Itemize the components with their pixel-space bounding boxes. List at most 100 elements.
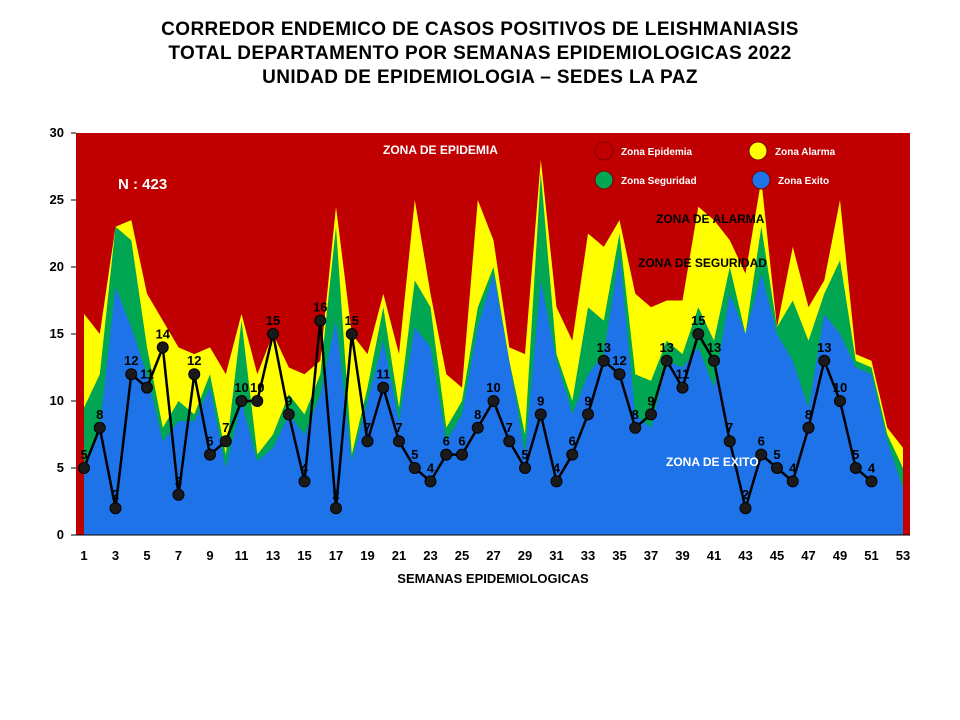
case-point [676,381,689,394]
y-tick-label: 10 [50,393,64,408]
case-value-label: 16 [313,300,327,315]
x-tick-label: 5 [143,548,150,563]
case-point [597,354,610,367]
case-point [739,502,752,515]
case-value-label: 8 [96,407,103,422]
case-point [251,395,264,407]
case-point [566,448,579,461]
x-tick-label: 17 [329,548,343,563]
case-point [125,368,138,381]
x-tick-label: 39 [675,548,689,563]
y-tick-label: 25 [50,192,64,207]
case-value-label: 3 [175,474,182,489]
y-tick-label: 5 [57,460,64,475]
case-point [393,435,405,448]
x-tick-label: 7 [175,548,182,563]
legend-label: Zona Seguridad [621,176,697,187]
case-point [298,475,311,488]
case-value-label: 7 [726,420,733,435]
x-tick-label: 41 [707,548,721,563]
case-point [534,408,547,421]
case-value-label: 2 [742,487,749,502]
x-tick-label: 15 [297,548,311,563]
x-tick-label: 51 [864,548,878,563]
x-tick-label: 27 [486,548,500,563]
case-point [204,448,216,461]
case-value-label: 8 [805,407,812,422]
case-point [503,435,516,448]
zone-label-alarma: ZONA DE ALARMA [656,212,765,226]
case-point [786,475,799,488]
case-value-label: 10 [486,380,500,395]
case-value-label: 15 [691,313,705,328]
case-point [78,462,90,474]
x-tick-label: 21 [392,548,406,563]
case-value-label: 5 [411,447,418,462]
case-value-label: 6 [569,434,576,449]
case-point [550,475,563,488]
case-value-label: 8 [474,407,481,422]
case-value-label: 9 [584,393,591,408]
x-tick-label: 33 [581,548,595,563]
case-value-label: 11 [676,367,690,382]
x-tick-label: 47 [801,548,815,563]
case-value-label: 15 [345,313,359,328]
case-value-label: 10 [833,380,847,395]
case-point [629,421,642,434]
case-point [755,448,768,461]
zone-label-exito: ZONA DE EXITO [666,455,759,469]
case-value-label: 9 [647,393,654,408]
case-value-label: 2 [332,487,339,502]
x-tick-label: 25 [455,548,469,563]
case-point [377,381,390,394]
zone-exito-area [84,253,903,535]
case-value-label: 4 [789,460,797,475]
cases-points [78,314,878,515]
legend-label: Zona Epidemia [621,147,693,158]
x-tick-label: 9 [206,548,213,563]
case-point [109,502,122,515]
case-point [723,435,736,448]
case-point [802,421,815,434]
y-tick-label: 20 [50,259,64,274]
zone-label-seguridad: ZONA DE SEGURIDAD [638,256,767,270]
case-point [818,354,831,367]
case-point [613,368,626,381]
zone-areas [76,133,910,536]
title-line-3: UNIDAD DE EPIDEMIOLOGIA – SEDES LA PAZ [262,67,698,88]
legend-marker [751,170,771,190]
case-value-label: 7 [364,420,371,435]
case-point [345,328,358,340]
legend-label: Zona Exito [778,176,829,187]
case-point [282,408,295,421]
x-tick-label: 49 [833,548,847,563]
case-point [645,408,657,421]
x-tick-label: 31 [549,548,563,563]
case-point [93,421,106,434]
case-value-label: 2 [112,487,119,502]
case-point [708,354,720,367]
x-tick-label: 19 [360,548,374,563]
case-value-label: 4 [868,460,876,475]
case-point [692,328,705,340]
x-tick-label: 37 [644,548,658,563]
case-value-label: 5 [852,447,859,462]
x-tick-label: 1 [80,548,87,563]
y-tick-label: 0 [57,527,64,542]
case-value-label: 13 [660,340,674,355]
case-point [582,408,594,421]
case-point [361,435,374,448]
x-axis-title: SEMANAS EPIDEMIOLOGICAS [397,571,589,586]
case-value-label: 11 [140,367,154,382]
case-value-label: 10 [234,380,248,395]
case-point [834,395,846,407]
case-value-label: 15 [266,313,280,328]
x-tick-label: 3 [112,548,119,563]
case-point [487,395,500,407]
case-value-label: 5 [80,447,87,462]
case-point [172,488,185,501]
case-value-label: 7 [395,420,402,435]
